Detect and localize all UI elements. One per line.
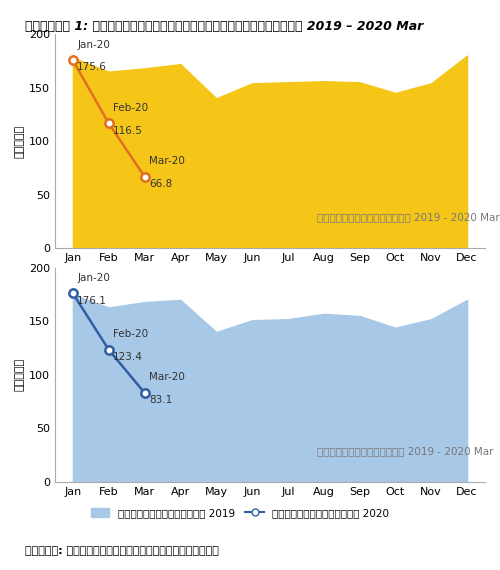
Y-axis label: พันคน: พันคน bbox=[15, 358, 25, 392]
Y-axis label: พันคน: พันคน bbox=[15, 124, 25, 158]
Text: 176.1: 176.1 bbox=[77, 296, 107, 306]
Text: 116.5: 116.5 bbox=[113, 125, 143, 136]
Text: Jan-20: Jan-20 bbox=[77, 273, 110, 283]
Text: Mar-20: Mar-20 bbox=[149, 156, 185, 166]
Legend: ผู้โดยสารขาออก 2019, ผู้โดยสารขาออก 2020: ผู้โดยสารขาออก 2019, ผู้โดยสารขาออก 2020 bbox=[86, 504, 394, 523]
Text: Feb-20: Feb-20 bbox=[113, 103, 148, 113]
Text: 66.8: 66.8 bbox=[149, 179, 172, 189]
Text: ที่มา: สำนักงานตรวจคนเข้าเมือง: ที่มา: สำนักงานตรวจคนเข้าเมือง bbox=[25, 545, 219, 556]
Text: รูปที่ 1: จำนวนคนผ่านเขตแดนประเทศไทยปี 2019 – 2020 Mar: รูปที่ 1: จำนวนคนผ่านเขตแดนประเทศไทยปี 2… bbox=[25, 20, 423, 33]
Legend: ผู้โดยสารขาเข้า 2019, ผู้โดยสารขาเข้า 2020: ผู้โดยสารขาเข้า 2019, ผู้โดยสารขาเข้า 20… bbox=[80, 270, 400, 289]
Text: ผู้โดยสารขาออก 2019 - 2020 Mar: ผู้โดยสารขาออก 2019 - 2020 Mar bbox=[318, 446, 494, 456]
Text: Feb-20: Feb-20 bbox=[113, 329, 148, 339]
Text: ผู้โดยสารขาเข้า 2019 - 2020 Mar: ผู้โดยสารขาเข้า 2019 - 2020 Mar bbox=[318, 212, 500, 222]
Text: 83.1: 83.1 bbox=[149, 395, 172, 405]
Text: Mar-20: Mar-20 bbox=[149, 372, 185, 382]
Text: 123.4: 123.4 bbox=[113, 352, 143, 362]
Text: Jan-20: Jan-20 bbox=[77, 39, 110, 50]
Text: 175.6: 175.6 bbox=[77, 63, 107, 72]
